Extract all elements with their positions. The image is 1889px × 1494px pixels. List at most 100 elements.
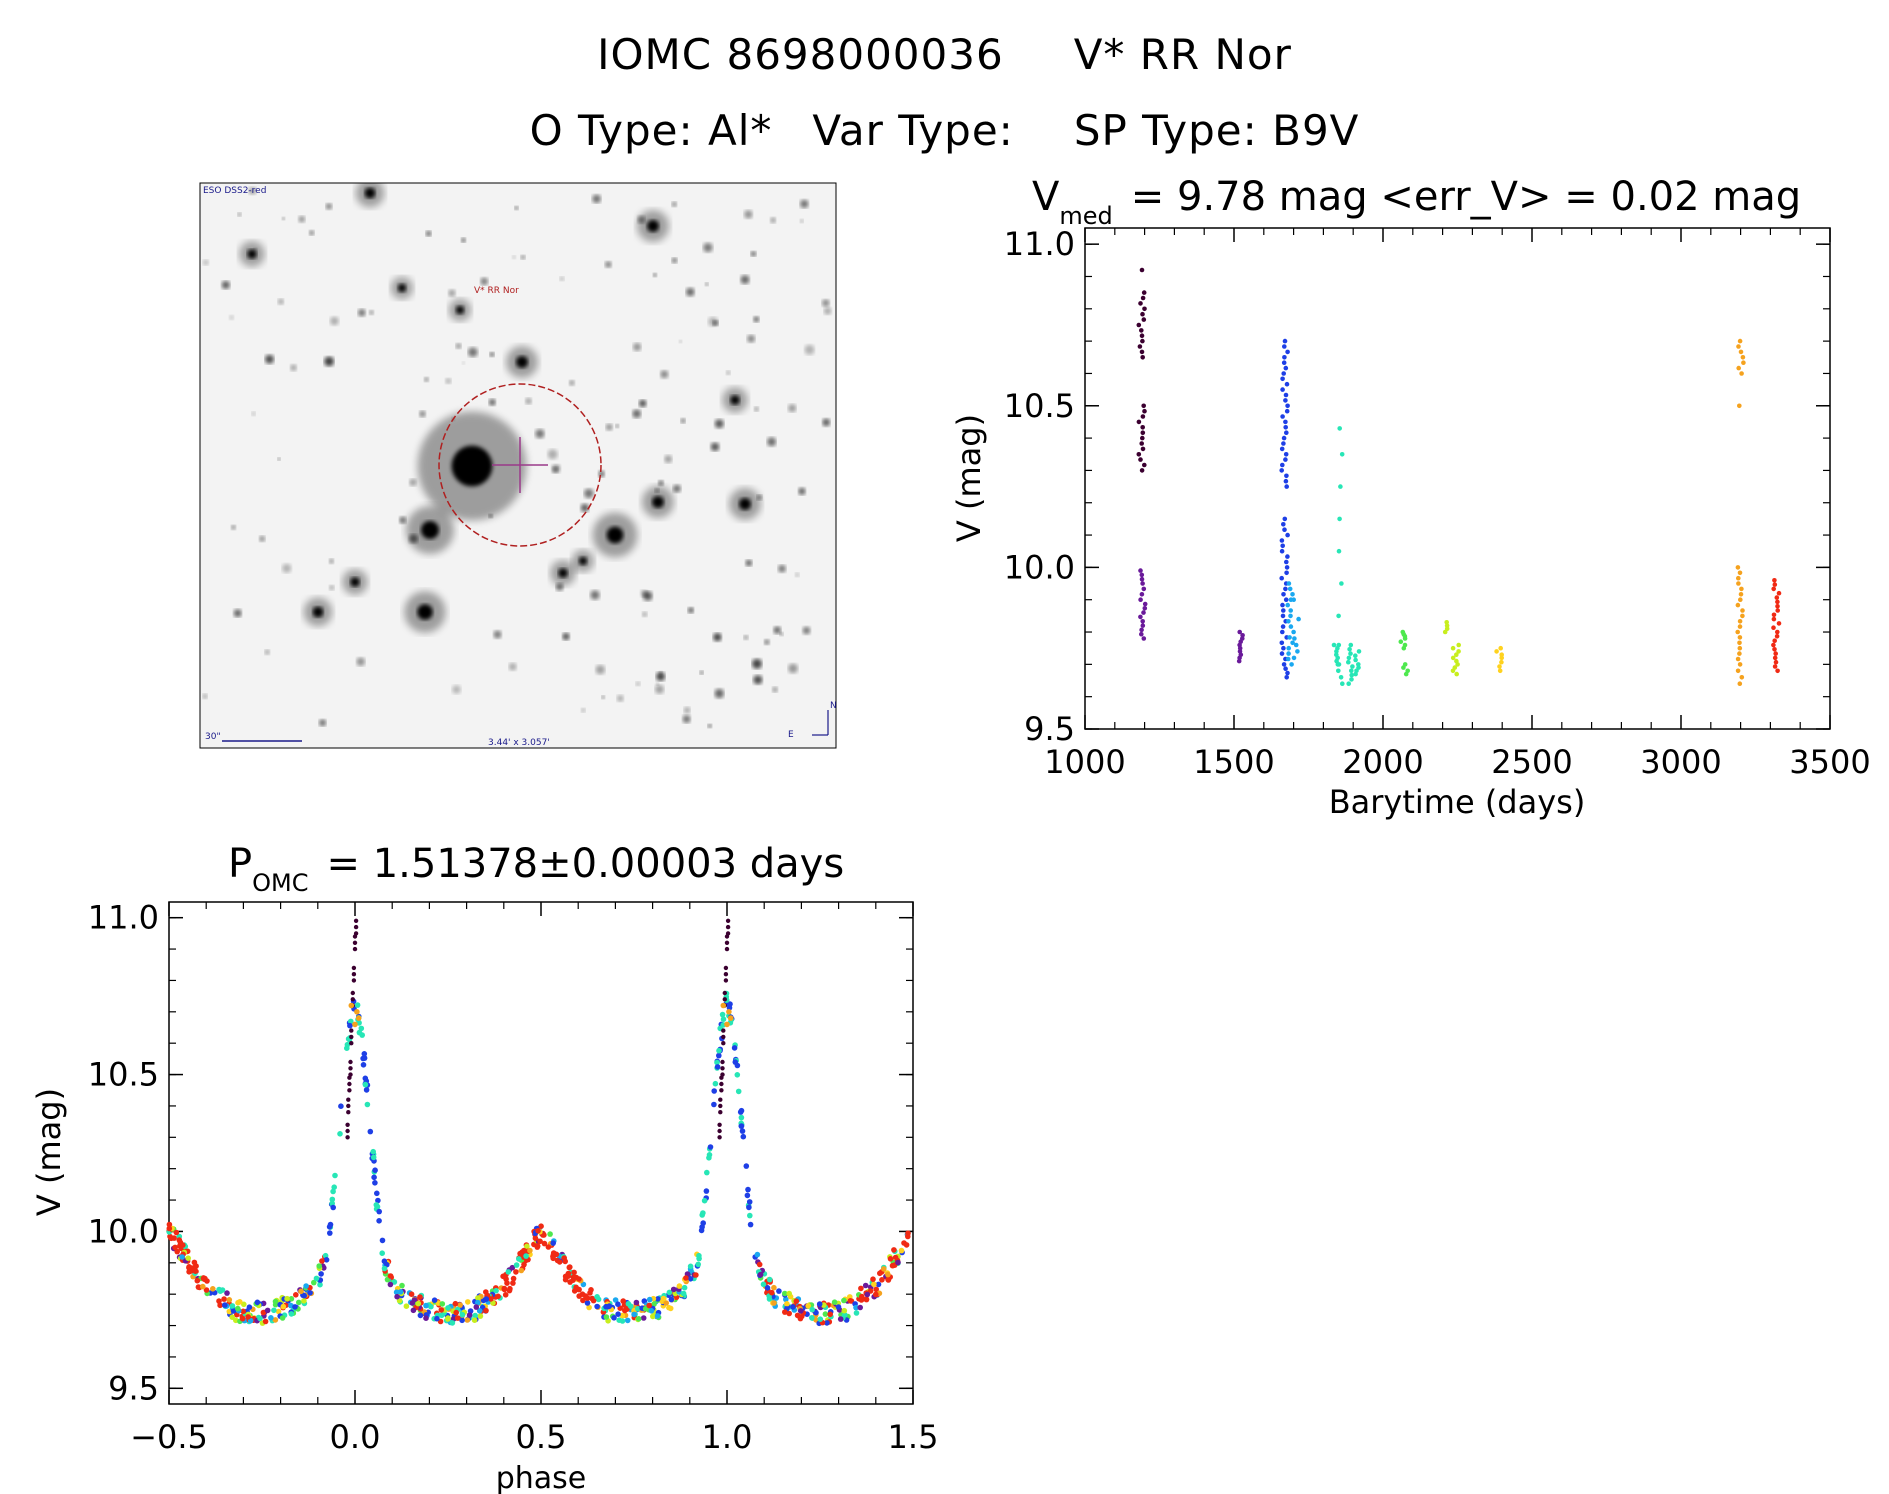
- ph-point: [329, 1196, 336, 1203]
- faint-star: [642, 611, 648, 617]
- faint-star: [660, 370, 669, 379]
- ph-point: [449, 1320, 456, 1326]
- ts-point: [1773, 659, 1779, 665]
- ts-point: [1281, 522, 1286, 527]
- ts-point: [1140, 581, 1145, 586]
- ph-eclipse-point: [718, 1103, 723, 1109]
- faint-star: [508, 662, 517, 671]
- faint-star: [584, 488, 594, 499]
- ts-point: [1284, 675, 1289, 680]
- ph-point: [347, 1022, 353, 1029]
- ph-point: [627, 1303, 634, 1309]
- ph-point: [590, 1297, 597, 1304]
- ph-eclipse-point: [351, 978, 357, 983]
- ts-point: [1280, 462, 1285, 468]
- ts-point: [1140, 430, 1146, 436]
- ph-point: [452, 1300, 459, 1307]
- ph-point: [901, 1240, 907, 1246]
- ts-point: [1772, 655, 1778, 661]
- ph-eclipse-point: [350, 997, 355, 1002]
- object-id: IOMC 8698000036: [597, 30, 1004, 79]
- ts-point: [1402, 642, 1408, 648]
- ph-eclipse-point: [718, 1097, 723, 1102]
- faint-star: [788, 404, 797, 413]
- ph-point: [172, 1244, 178, 1251]
- faint-star: [455, 343, 462, 349]
- ts-point: [1142, 606, 1148, 611]
- ts-point: [1288, 608, 1293, 613]
- ts-point: [1775, 599, 1780, 605]
- ts-point: [1736, 581, 1741, 586]
- ph-point: [434, 1315, 440, 1322]
- ts-point: [1140, 425, 1145, 430]
- ph-point: [501, 1286, 508, 1293]
- ts-xtick-label: 2000: [1342, 743, 1423, 781]
- faint-star: [745, 559, 752, 567]
- ph-point: [615, 1311, 621, 1317]
- ph-point: [495, 1293, 501, 1300]
- ph-eclipse-point: [720, 1059, 725, 1065]
- faint-star: [514, 206, 519, 210]
- ph-point: [734, 1072, 741, 1078]
- star: [247, 249, 257, 259]
- ph-point: [738, 1107, 745, 1114]
- ph-point: [571, 1269, 577, 1276]
- ts-point: [1336, 548, 1342, 554]
- ph-point: [518, 1267, 525, 1274]
- faint-star: [595, 665, 605, 675]
- faint-star: [202, 259, 209, 266]
- ph-point: [680, 1290, 687, 1297]
- faint-star: [705, 282, 709, 286]
- ph-point: [827, 1311, 833, 1318]
- ts-point: [1737, 645, 1743, 651]
- ts-point: [1454, 671, 1459, 677]
- ph-eclipse-point: [718, 1110, 723, 1115]
- ph-point: [746, 1204, 752, 1211]
- ts-point: [1281, 592, 1286, 597]
- ts-point: [1279, 575, 1284, 581]
- faint-star: [798, 487, 806, 495]
- ph-eclipse-point: [720, 1066, 725, 1071]
- ph-point: [711, 1101, 717, 1108]
- ph-point: [871, 1281, 877, 1288]
- ph-point: [483, 1296, 490, 1302]
- ts-point: [1283, 419, 1288, 425]
- ph-point: [245, 1314, 251, 1320]
- ts-point: [1237, 629, 1242, 635]
- ph-point: [203, 1287, 210, 1293]
- faint-star: [448, 289, 456, 297]
- ts-point: [1400, 629, 1406, 635]
- ph-point: [376, 1218, 382, 1224]
- faint-star: [639, 399, 647, 407]
- ph-point: [576, 1276, 582, 1282]
- ts-point: [1139, 627, 1144, 633]
- faint-star: [248, 187, 257, 195]
- faint-star: [714, 688, 724, 699]
- ph-point: [782, 1309, 788, 1315]
- ph-point: [338, 1103, 344, 1109]
- ph-point: [381, 1265, 388, 1272]
- ph-point: [229, 1303, 236, 1309]
- ph-eclipse-point: [350, 990, 355, 996]
- ph-point: [588, 1287, 594, 1293]
- ph-point: [873, 1291, 879, 1298]
- ts-point: [1280, 624, 1286, 629]
- ph-point: [445, 1316, 451, 1322]
- ph-point: [403, 1303, 410, 1309]
- ph-point: [362, 1081, 369, 1088]
- ts-point: [1771, 642, 1776, 648]
- ph-point: [760, 1281, 767, 1288]
- ph-point: [831, 1299, 838, 1305]
- ph-point: [301, 1298, 307, 1304]
- ts-xtick-label: 1000: [1044, 743, 1125, 781]
- ph-point: [337, 1131, 343, 1137]
- faint-star: [229, 315, 234, 320]
- ts-point: [1140, 619, 1145, 624]
- ts-point: [1138, 568, 1143, 573]
- ts-point: [1283, 597, 1289, 602]
- ph-point: [453, 1309, 460, 1316]
- faint-star: [233, 609, 242, 618]
- star: [739, 498, 751, 510]
- ph-point: [633, 1299, 640, 1306]
- faint-star: [710, 442, 720, 452]
